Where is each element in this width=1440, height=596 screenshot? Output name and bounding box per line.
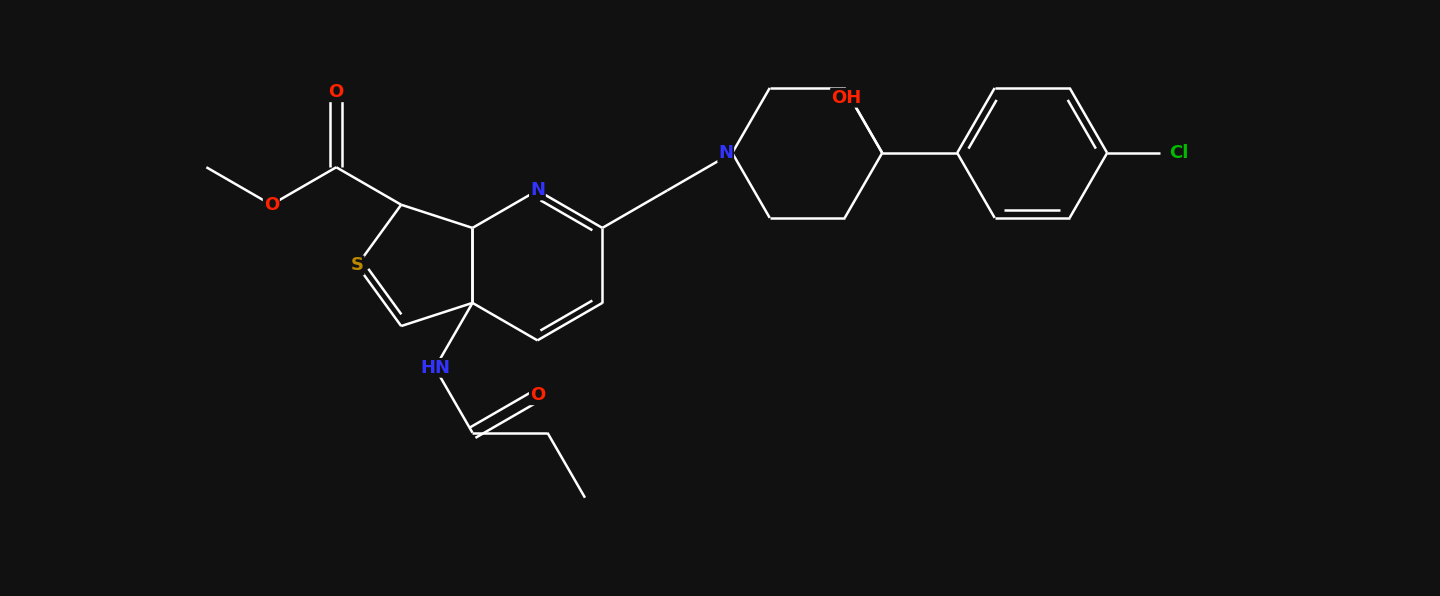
- Text: N: N: [719, 144, 733, 162]
- Text: O: O: [530, 386, 546, 404]
- Text: O: O: [264, 195, 279, 214]
- Text: OH: OH: [831, 89, 861, 107]
- Text: O: O: [328, 83, 344, 101]
- Text: Cl: Cl: [1169, 144, 1189, 162]
- Text: N: N: [530, 181, 544, 200]
- Text: S: S: [350, 256, 364, 274]
- Text: HN: HN: [420, 359, 451, 377]
